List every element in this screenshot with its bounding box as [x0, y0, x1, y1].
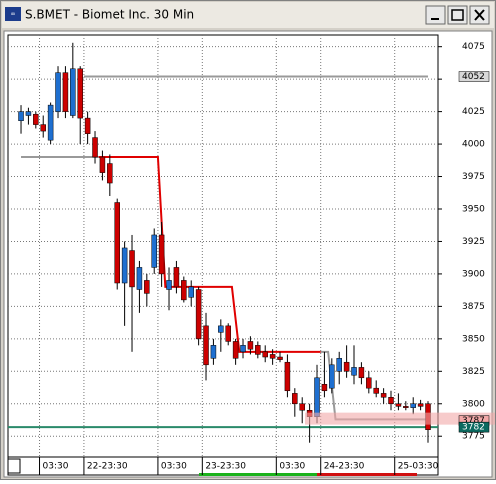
y-tick-label: 4000 [462, 140, 485, 150]
session-bar [199, 473, 317, 476]
price-marker-label: 4052 [462, 72, 485, 82]
window-buttons[interactable] [425, 5, 490, 25]
x-tick-label: 03:30 [279, 462, 305, 472]
candle-body [210, 345, 217, 359]
candle-body [114, 202, 120, 284]
candle-body [336, 358, 342, 372]
candle-body [284, 361, 291, 392]
candle-body [262, 351, 268, 358]
x-tick-label: 03:30 [43, 462, 69, 472]
candle-body [107, 163, 113, 184]
y-tick-label: 3925 [462, 237, 485, 247]
candle-body [403, 406, 409, 408]
candle-body [255, 345, 261, 355]
minimize-button[interactable] [425, 5, 446, 25]
candle-body [395, 403, 402, 407]
y-tick-label: 3975 [462, 172, 485, 182]
candle-body [129, 250, 135, 288]
plot: 3775 3800 3825 3850 3875 3900 3925 3950 3975 4000… [8, 35, 495, 475]
candle-body [410, 403, 416, 408]
candle-body [358, 367, 365, 379]
price-marker [458, 421, 490, 433]
x-tick-label: 24-23:30 [324, 462, 365, 472]
axis-corner [7, 458, 21, 474]
candle-body [373, 387, 379, 394]
candle-body [343, 361, 350, 372]
price-marker [458, 71, 490, 82]
candle-body [292, 393, 298, 405]
candle-body [329, 364, 335, 389]
highlight-band [305, 412, 495, 425]
candle-body [99, 156, 106, 173]
y-tick-label: 3900 [462, 269, 485, 279]
candle-body [173, 267, 180, 288]
title-bar [2, 2, 494, 28]
candle-body [25, 111, 32, 116]
candle-body [299, 403, 305, 411]
y-tick-label: 4075 [462, 42, 485, 52]
candle-body [70, 68, 76, 116]
candle-body [232, 341, 239, 359]
candle-body [144, 280, 150, 294]
candle-body [218, 325, 224, 333]
candle-body [33, 113, 39, 125]
candle-body [314, 377, 320, 417]
candle-body [351, 367, 357, 376]
candle-body [388, 397, 394, 405]
candle-body [77, 68, 83, 119]
candle-body [62, 72, 69, 112]
window-icon [5, 7, 21, 21]
candle-body [40, 124, 46, 132]
price-marker-label: 3787 [462, 416, 485, 426]
y-tick-label: 4025 [462, 107, 485, 117]
y-tick-label: 3950 [462, 204, 485, 214]
y-tick-label: 3800 [462, 399, 485, 409]
candle-body [380, 393, 387, 398]
candle-body [18, 111, 24, 121]
y-tick-label: 3875 [462, 302, 485, 312]
candle-body [269, 354, 276, 359]
candle-body [277, 356, 283, 360]
candle-body [121, 247, 128, 284]
y-tick-label: 3825 [462, 367, 485, 377]
y-tick-label: 3775 [462, 432, 485, 442]
x-tick-label: 22-23:30 [87, 462, 128, 472]
x-tick-label: 03:30 [161, 462, 187, 472]
candle-body [247, 341, 254, 350]
session-bar [317, 473, 417, 476]
maximize-button[interactable] [447, 5, 468, 25]
x-tick-label: 25-03:30 [398, 462, 439, 472]
candle-body [158, 234, 165, 275]
candle-body [240, 345, 246, 353]
maximize-glyph [451, 9, 464, 21]
candle-body [181, 280, 187, 301]
candle-body [225, 325, 231, 342]
candle-body [366, 377, 372, 389]
window-title: S.BMET - Biomet Inc. 30 Min [25, 8, 194, 22]
candle-body [55, 72, 61, 112]
candle-body [321, 384, 328, 392]
candle-body [84, 117, 91, 134]
candle-body [166, 280, 172, 290]
close-glyph [474, 9, 485, 21]
candle-body [151, 234, 157, 268]
candle-body [417, 403, 424, 407]
candle-body [195, 289, 202, 340]
y-tick-label: 3850 [462, 334, 485, 344]
price-marker-label: 3782 [462, 423, 485, 433]
candle-body [188, 286, 194, 298]
candle-body [136, 267, 143, 290]
icon-glyph: ∞ [11, 11, 16, 18]
candle-body [47, 104, 54, 141]
x-tick-label: 23-23:30 [205, 462, 246, 472]
candle-body [92, 137, 98, 158]
candle-body [203, 325, 209, 366]
